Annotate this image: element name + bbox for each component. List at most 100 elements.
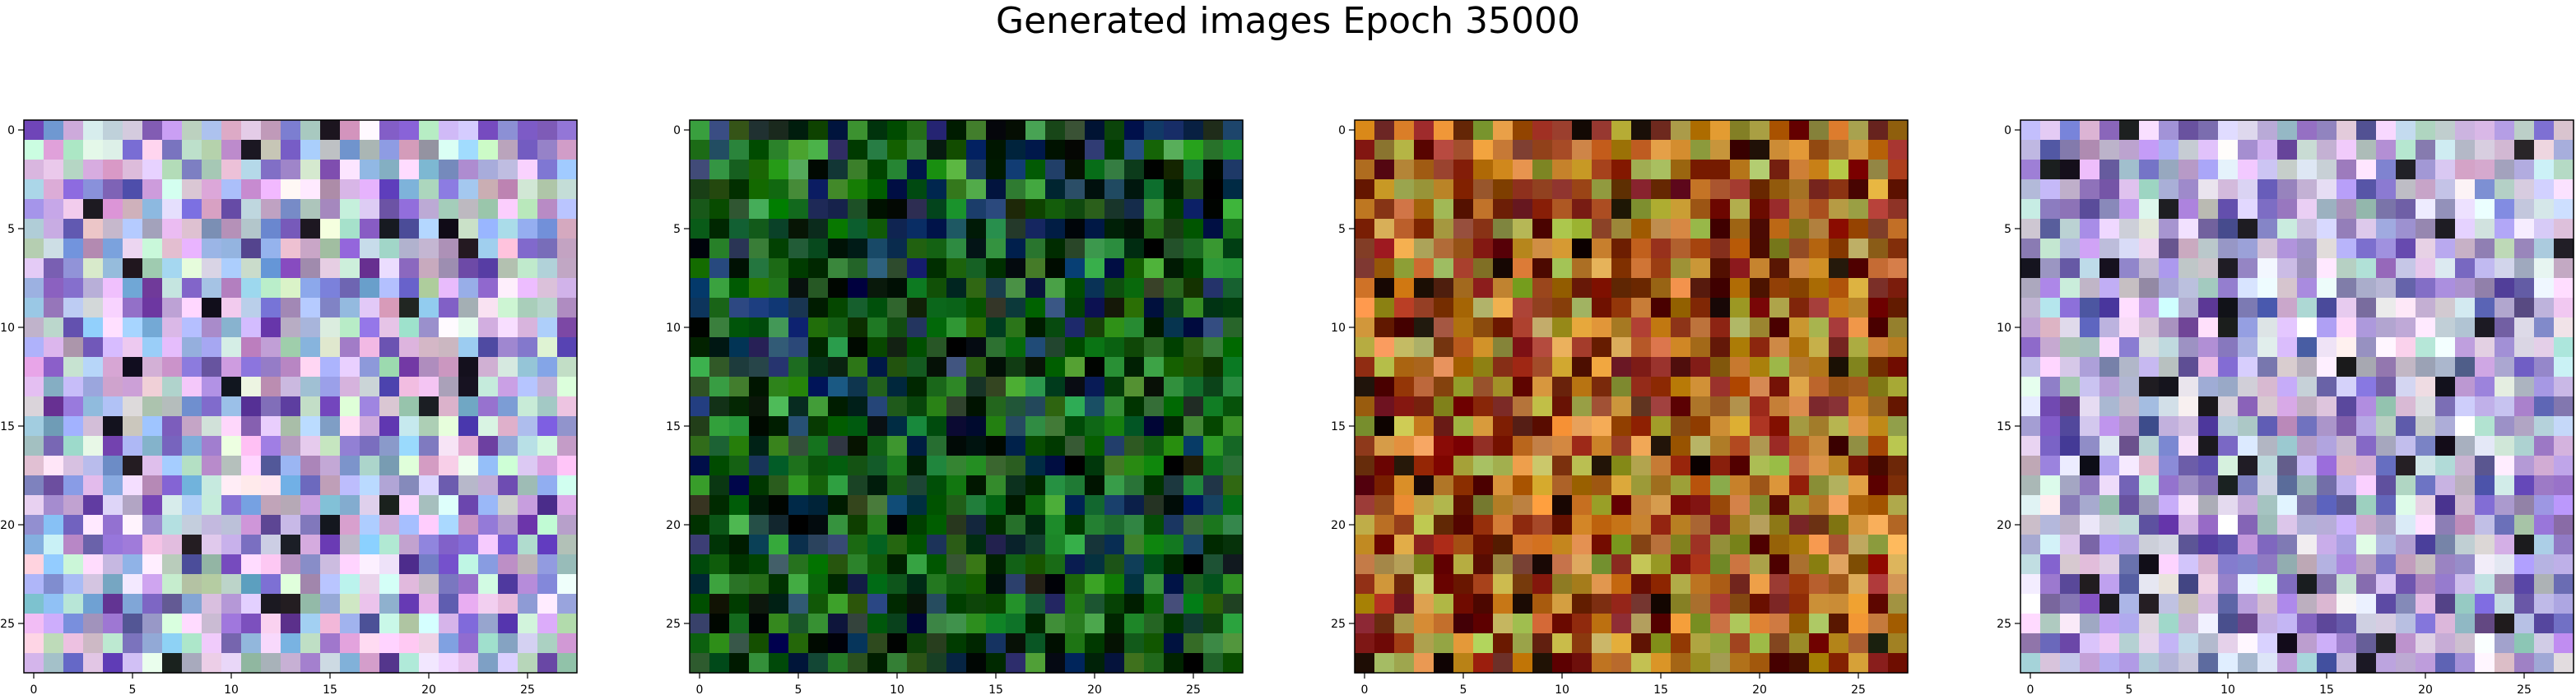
pixel-cell — [2099, 594, 2120, 614]
pixel-cell — [1045, 317, 1066, 338]
pixel-cell — [2356, 317, 2377, 338]
pixel-cell — [1355, 574, 1375, 595]
pixel-cell — [2416, 120, 2436, 141]
pixel-cell — [537, 317, 558, 338]
pixel-cell — [1493, 535, 1514, 555]
pixel-cell — [2277, 337, 2298, 358]
pixel-cell — [419, 495, 439, 516]
pixel-cell — [2277, 239, 2298, 259]
pixel-cell — [162, 574, 183, 595]
pixel-cell — [2534, 535, 2555, 555]
pixel-cell — [1769, 337, 1790, 358]
pixel-cell — [1789, 160, 1810, 180]
pixel-cell — [221, 140, 242, 160]
pixel-cell — [103, 120, 123, 141]
pixel-cell — [439, 436, 459, 456]
pixel-cell — [537, 357, 558, 378]
pixel-cell — [2396, 495, 2416, 516]
pixel-cell — [1414, 614, 1434, 634]
pixel-cell — [2020, 160, 2041, 180]
pixel-cell — [1631, 436, 1652, 456]
pixel-cell — [261, 436, 281, 456]
pixel-cell — [1223, 179, 1244, 200]
pixel-cell — [261, 416, 281, 437]
pixel-cell — [1374, 337, 1395, 358]
pixel-cell — [2178, 298, 2199, 318]
pixel-cell — [83, 594, 104, 614]
pixel-cell — [2119, 140, 2140, 160]
pixel-cell — [1809, 357, 1830, 378]
pixel-cell — [1493, 515, 1514, 535]
pixel-cell — [1611, 535, 1632, 555]
pixel-cell — [946, 436, 967, 456]
pixel-cell — [788, 239, 809, 259]
pixel-cell — [2238, 633, 2258, 654]
pixel-cell — [2238, 515, 2258, 535]
pixel-cell — [907, 574, 928, 595]
pixel-cell — [44, 495, 64, 516]
pixel-cell — [1710, 515, 1731, 535]
pixel-cell — [1144, 614, 1165, 634]
pixel-cell — [439, 653, 459, 674]
pixel-cell — [2455, 475, 2476, 496]
pixel-cell — [281, 515, 301, 535]
pixel-cell — [1473, 120, 1494, 141]
pixel-cell — [103, 219, 123, 239]
pixel-cell — [2475, 357, 2495, 378]
pixel-cell — [1730, 633, 1751, 654]
pixel-cell — [966, 298, 987, 318]
pixel-cell — [1493, 278, 1514, 299]
pixel-cell — [1829, 515, 1849, 535]
pixel-cell — [848, 160, 868, 180]
pixel-cell — [1164, 357, 1184, 378]
pixel-cell — [986, 495, 1007, 516]
pixel-cell — [808, 278, 829, 299]
pixel-cell — [1006, 140, 1026, 160]
pixel-cell — [1355, 633, 1375, 654]
pixel-cell — [44, 535, 64, 555]
pixel-cell — [1394, 633, 1415, 654]
pixel-cell — [24, 337, 44, 358]
pixel-cell — [1829, 298, 1849, 318]
pixel-cell — [1868, 357, 1889, 378]
pixel-cell — [2040, 357, 2061, 378]
pixel-cell — [221, 278, 242, 299]
pixel-cell — [1085, 120, 1105, 141]
pixel-cell — [1848, 140, 1869, 160]
pixel-cell — [281, 653, 301, 674]
pixel-cell — [2416, 574, 2436, 595]
pixel-cell — [1829, 436, 1849, 456]
pixel-cell — [2376, 219, 2397, 239]
pixel-cell — [2020, 436, 2041, 456]
pixel-cell — [788, 120, 809, 141]
pixel-cell — [808, 140, 829, 160]
pixel-cell — [2435, 535, 2456, 555]
pixel-cell — [1183, 416, 1204, 437]
pixel-cell — [769, 653, 789, 674]
pixel-cell — [966, 456, 987, 476]
pixel-cell — [1750, 377, 1770, 397]
pixel-cell — [1025, 160, 1046, 180]
pixel-cell — [2080, 219, 2100, 239]
pixel-cell — [557, 594, 578, 614]
pixel-cell — [946, 278, 967, 299]
pixel-cell — [848, 594, 868, 614]
pixel-cell — [1848, 199, 1869, 220]
pixel-cell — [2198, 535, 2219, 555]
pixel-cell — [202, 337, 222, 358]
pixel-cell — [142, 633, 163, 654]
pixel-cell — [182, 436, 202, 456]
pixel-cell — [2178, 219, 2199, 239]
pixel-cell — [2554, 219, 2574, 239]
pixel-cell — [340, 278, 360, 299]
pixel-cell — [1104, 120, 1125, 141]
pixel-cell — [1164, 219, 1184, 239]
pixel-cell — [1750, 140, 1770, 160]
pixel-cell — [1789, 475, 1810, 496]
pixel-cell — [1552, 416, 1573, 437]
pixel-cell — [2178, 456, 2199, 476]
pixel-cell — [557, 219, 578, 239]
pixel-cell — [1414, 140, 1434, 160]
pixel-cell — [2277, 416, 2298, 437]
pixel-cell — [83, 258, 104, 279]
